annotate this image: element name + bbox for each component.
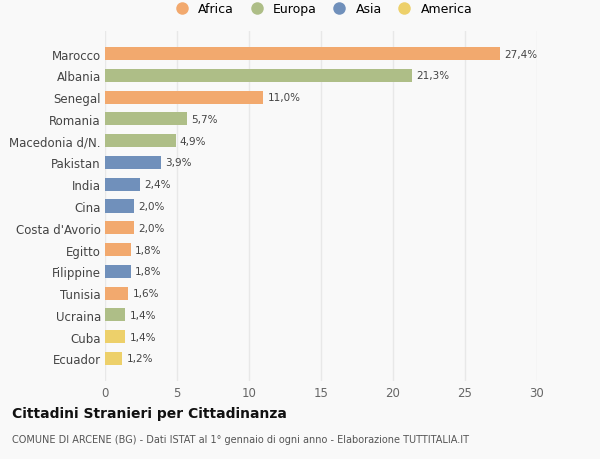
Text: 1,2%: 1,2%	[127, 353, 153, 364]
Bar	[105, 243, 131, 257]
Text: 21,3%: 21,3%	[416, 71, 449, 81]
Text: 2,0%: 2,0%	[138, 223, 164, 233]
Bar	[105, 222, 134, 235]
Text: COMUNE DI ARCENE (BG) - Dati ISTAT al 1° gennaio di ogni anno - Elaborazione TUT: COMUNE DI ARCENE (BG) - Dati ISTAT al 1°…	[12, 434, 469, 444]
Text: 11,0%: 11,0%	[268, 93, 301, 103]
Text: 27,4%: 27,4%	[504, 50, 537, 60]
Bar	[105, 157, 161, 170]
Bar	[105, 113, 187, 126]
Bar	[105, 178, 140, 191]
Text: 3,9%: 3,9%	[166, 158, 192, 168]
Text: 1,6%: 1,6%	[133, 288, 159, 298]
Bar	[105, 308, 125, 322]
Text: 1,4%: 1,4%	[130, 332, 156, 342]
Bar	[105, 287, 128, 300]
Text: 2,0%: 2,0%	[138, 202, 164, 212]
Text: 1,4%: 1,4%	[130, 310, 156, 320]
Bar	[105, 48, 500, 61]
Legend: Africa, Europa, Asia, America: Africa, Europa, Asia, America	[164, 0, 478, 21]
Text: Cittadini Stranieri per Cittadinanza: Cittadini Stranieri per Cittadinanza	[12, 406, 287, 420]
Text: 1,8%: 1,8%	[135, 245, 162, 255]
Bar	[105, 330, 125, 343]
Bar	[105, 200, 134, 213]
Bar	[105, 265, 131, 278]
Bar	[105, 91, 263, 105]
Text: 4,9%: 4,9%	[180, 136, 206, 146]
Text: 5,7%: 5,7%	[191, 115, 218, 125]
Bar	[105, 352, 122, 365]
Text: 2,4%: 2,4%	[144, 180, 170, 190]
Bar	[105, 135, 176, 148]
Text: 1,8%: 1,8%	[135, 267, 162, 277]
Bar	[105, 70, 412, 83]
